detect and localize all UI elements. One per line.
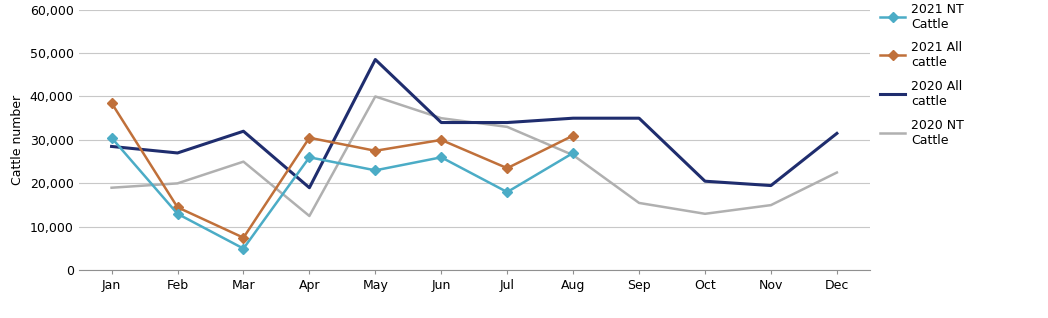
2020 NT Cattle	[501, 125, 514, 129]
2020 NT Cattle	[237, 160, 249, 163]
2020 All cattle	[105, 144, 117, 148]
2020 NT Cattle	[435, 116, 447, 120]
2021 All cattle	[105, 101, 117, 105]
2021 All cattle	[171, 205, 183, 209]
Y-axis label: Cattle number: Cattle number	[12, 95, 24, 185]
2020 All cattle	[765, 183, 778, 187]
2021 NT Cattle	[303, 156, 315, 159]
2021 All cattle	[369, 149, 381, 153]
2021 NT Cattle	[435, 156, 447, 159]
2021 All cattle	[501, 166, 514, 170]
2020 NT Cattle	[831, 170, 844, 174]
2020 All cattle	[699, 179, 712, 183]
2021 All cattle	[567, 134, 580, 137]
Line: 2021 All cattle: 2021 All cattle	[108, 100, 576, 241]
2020 All cattle	[633, 116, 646, 120]
2020 All cattle	[831, 131, 844, 135]
2020 All cattle	[567, 116, 580, 120]
Legend: 2021 NT
Cattle, 2021 All
cattle, 2020 All
cattle, 2020 NT
Cattle: 2021 NT Cattle, 2021 All cattle, 2020 Al…	[880, 3, 964, 147]
2021 NT Cattle	[369, 169, 381, 172]
2020 NT Cattle	[699, 212, 712, 216]
2020 NT Cattle	[303, 214, 315, 218]
2021 All cattle	[435, 138, 447, 142]
2020 NT Cattle	[171, 182, 183, 185]
2021 NT Cattle	[237, 247, 249, 251]
2021 All cattle	[237, 236, 249, 240]
2021 NT Cattle	[171, 212, 183, 216]
2021 NT Cattle	[105, 136, 117, 140]
2020 All cattle	[501, 121, 514, 124]
2020 NT Cattle	[765, 203, 778, 207]
2020 All cattle	[369, 58, 381, 61]
2020 All cattle	[237, 129, 249, 133]
2020 NT Cattle	[633, 201, 646, 205]
2020 NT Cattle	[105, 186, 117, 190]
2020 NT Cattle	[369, 94, 381, 98]
Line: 2020 NT Cattle: 2020 NT Cattle	[111, 96, 837, 216]
2020 All cattle	[171, 151, 183, 155]
2020 All cattle	[303, 186, 315, 190]
2021 NT Cattle	[501, 190, 514, 194]
2020 NT Cattle	[567, 153, 580, 157]
2021 NT Cattle	[567, 151, 580, 155]
Line: 2020 All cattle: 2020 All cattle	[111, 59, 837, 188]
Line: 2021 NT Cattle: 2021 NT Cattle	[108, 134, 576, 252]
2020 All cattle	[435, 121, 447, 124]
2021 All cattle	[303, 136, 315, 140]
